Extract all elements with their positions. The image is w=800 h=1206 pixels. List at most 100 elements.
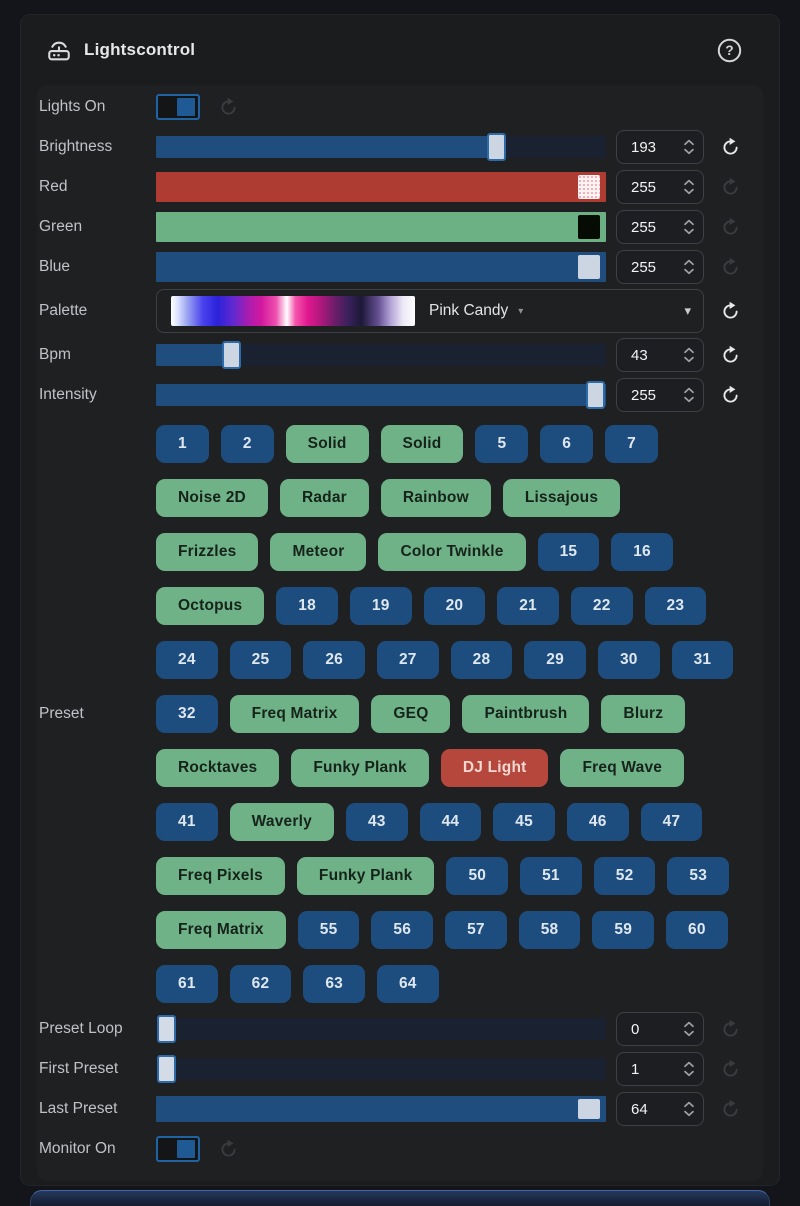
preset-button-28[interactable]: 28 — [450, 641, 513, 679]
preset-button-solid[interactable]: Solid — [380, 425, 464, 463]
preset-button-lissajous[interactable]: Lissajous — [502, 479, 621, 517]
green-slider-thumb[interactable] — [578, 215, 600, 239]
preset-button-53[interactable]: 53 — [667, 857, 730, 895]
preset-button-20[interactable]: 20 — [423, 587, 486, 625]
preset-button-58[interactable]: 58 — [518, 911, 581, 949]
lights-on-reset-button[interactable] — [218, 97, 239, 118]
preset-button-16[interactable]: 16 — [611, 533, 673, 571]
preset-button-15[interactable]: 15 — [537, 533, 600, 571]
preset-button-41[interactable]: 41 — [156, 803, 218, 841]
preset-button-29[interactable]: 29 — [524, 641, 586, 679]
preset-button-freq-pixels[interactable]: Freq Pixels — [156, 857, 285, 895]
palette-reset-button[interactable] — [720, 301, 741, 322]
brightness-reset-button[interactable] — [720, 137, 741, 158]
brightness-slider-thumb[interactable] — [486, 133, 506, 161]
preset-button-22[interactable]: 22 — [570, 587, 633, 625]
blue-reset-button[interactable] — [720, 257, 741, 278]
first-preset-stepper[interactable] — [683, 1061, 695, 1077]
preset-button-dj-light[interactable]: DJ Light — [440, 749, 549, 787]
preset-button-47[interactable]: 47 — [640, 803, 703, 841]
red-input[interactable]: 255 — [616, 170, 704, 204]
preset-button-color-twinkle[interactable]: Color Twinkle — [378, 533, 526, 571]
preset-button-27[interactable]: 27 — [376, 641, 439, 679]
preset-button-64[interactable]: 64 — [376, 965, 439, 1003]
intensity-input[interactable]: 255 — [616, 378, 704, 412]
preset-button-52[interactable]: 52 — [593, 857, 656, 895]
green-input[interactable]: 255 — [616, 210, 704, 244]
intensity-reset-button[interactable] — [720, 385, 741, 406]
preset-button-24[interactable]: 24 — [156, 641, 218, 679]
preset-loop-slider[interactable] — [156, 1015, 606, 1043]
preset-button-50[interactable]: 50 — [446, 857, 509, 895]
preset-button-rainbow[interactable]: Rainbow — [380, 479, 491, 517]
preset-button-freq-matrix[interactable]: Freq Matrix — [156, 911, 286, 949]
preset-button-meteor[interactable]: Meteor — [270, 533, 367, 571]
green-reset-button[interactable] — [720, 217, 741, 238]
preset-button-funky-plank[interactable]: Funky Plank — [291, 749, 429, 787]
bpm-reset-button[interactable] — [720, 345, 741, 366]
last-preset-slider[interactable] — [156, 1096, 606, 1122]
first-preset-input[interactable]: 1 — [616, 1052, 704, 1086]
preset-button-paintbrush[interactable]: Paintbrush — [462, 695, 590, 733]
help-icon[interactable]: ? — [716, 37, 743, 64]
bpm-stepper[interactable] — [683, 347, 695, 363]
preset-button-31[interactable]: 31 — [671, 641, 734, 679]
preset-button-7[interactable]: 7 — [605, 425, 658, 463]
preset-button-61[interactable]: 61 — [156, 965, 218, 1003]
preset-button-44[interactable]: 44 — [419, 803, 482, 841]
last-preset-stepper[interactable] — [683, 1101, 695, 1117]
blue-stepper[interactable] — [683, 259, 695, 275]
preset-button-solid[interactable]: Solid — [285, 425, 369, 463]
preset-button-45[interactable]: 45 — [493, 803, 555, 841]
preset-button-62[interactable]: 62 — [229, 965, 292, 1003]
preset-button-6[interactable]: 6 — [540, 425, 594, 463]
first-preset-slider-thumb[interactable] — [157, 1055, 176, 1083]
monitor-on-reset-button[interactable] — [218, 1139, 239, 1160]
last-preset-slider-thumb[interactable] — [578, 1099, 600, 1119]
blue-input[interactable]: 255 — [616, 250, 704, 284]
preset-button-freq-wave[interactable]: Freq Wave — [560, 749, 685, 787]
preset-button-5[interactable]: 5 — [475, 425, 529, 463]
intensity-slider-thumb[interactable] — [586, 381, 605, 409]
preset-button-frizzles[interactable]: Frizzles — [156, 533, 259, 571]
blue-slider-thumb[interactable] — [578, 255, 600, 279]
preset-button-56[interactable]: 56 — [371, 911, 434, 949]
preset-button-waverly[interactable]: Waverly — [229, 803, 334, 841]
preset-button-43[interactable]: 43 — [345, 803, 408, 841]
preset-button-geq[interactable]: GEQ — [371, 695, 451, 733]
brightness-stepper[interactable] — [683, 139, 695, 155]
preset-button-noise-2d[interactable]: Noise 2D — [156, 479, 268, 517]
preset-loop-stepper[interactable] — [683, 1021, 695, 1037]
preset-button-rocktaves[interactable]: Rocktaves — [156, 749, 280, 787]
preset-button-radar[interactable]: Radar — [279, 479, 369, 517]
red-slider-thumb[interactable] — [578, 175, 600, 199]
green-stepper[interactable] — [683, 219, 695, 235]
preset-button-60[interactable]: 60 — [666, 911, 728, 949]
intensity-stepper[interactable] — [683, 387, 695, 403]
preset-button-octopus[interactable]: Octopus — [156, 587, 265, 625]
preset-button-1[interactable]: 1 — [156, 425, 209, 463]
preset-button-2[interactable]: 2 — [220, 425, 274, 463]
first-preset-reset-button[interactable] — [720, 1059, 741, 1080]
preset-button-23[interactable]: 23 — [644, 587, 707, 625]
preset-button-freq-matrix[interactable]: Freq Matrix — [229, 695, 360, 733]
blue-slider[interactable] — [156, 252, 606, 282]
preset-button-21[interactable]: 21 — [497, 587, 559, 625]
last-preset-reset-button[interactable] — [720, 1099, 741, 1120]
preset-button-51[interactable]: 51 — [520, 857, 582, 895]
preset-button-30[interactable]: 30 — [597, 641, 660, 679]
red-stepper[interactable] — [683, 179, 695, 195]
preset-button-55[interactable]: 55 — [297, 911, 360, 949]
intensity-slider[interactable] — [156, 381, 606, 409]
preset-button-18[interactable]: 18 — [276, 587, 338, 625]
brightness-slider[interactable] — [156, 133, 606, 161]
preset-button-46[interactable]: 46 — [566, 803, 629, 841]
bpm-slider[interactable] — [156, 341, 606, 369]
brightness-input[interactable]: 193 — [616, 130, 704, 164]
preset-button-blurz[interactable]: Blurz — [601, 695, 686, 733]
preset-loop-input[interactable]: 0 — [616, 1012, 704, 1046]
first-preset-slider[interactable] — [156, 1055, 606, 1083]
red-reset-button[interactable] — [720, 177, 741, 198]
red-slider[interactable] — [156, 172, 606, 202]
preset-button-32[interactable]: 32 — [156, 695, 218, 733]
